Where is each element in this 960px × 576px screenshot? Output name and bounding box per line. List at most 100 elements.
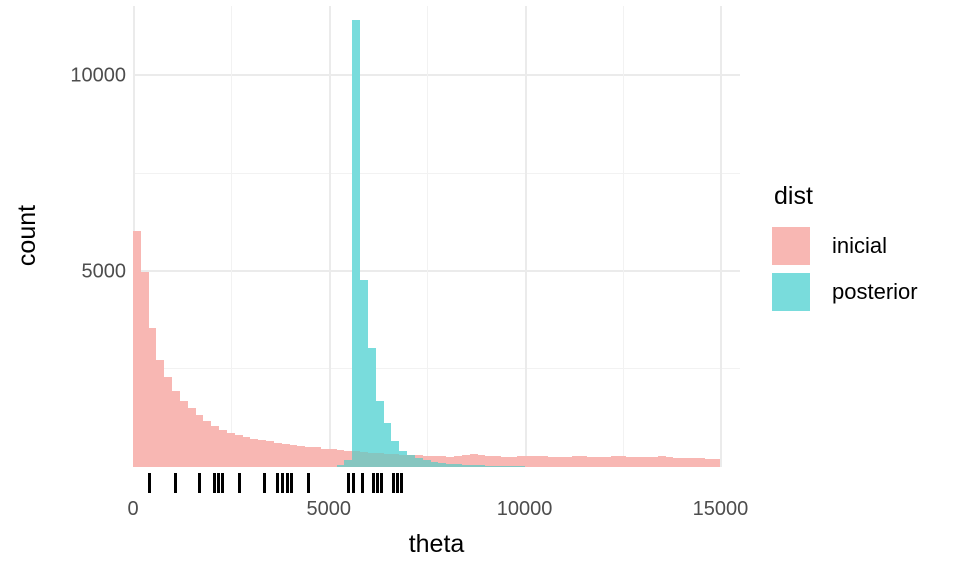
histogram-bar (516, 466, 525, 467)
histogram-bar (179, 400, 188, 467)
histogram-bar (454, 456, 462, 467)
histogram-bar (414, 458, 423, 467)
histogram-bar (438, 456, 447, 467)
histogram-bar (297, 445, 306, 467)
rug-tick (238, 473, 242, 493)
histogram-bar (148, 328, 157, 467)
histogram-bar (649, 456, 658, 467)
gridline-minor-x (230, 6, 232, 467)
rug-tick (352, 473, 356, 493)
gridline-minor-y (133, 368, 740, 370)
histogram-bar (140, 271, 149, 467)
histogram-bar (156, 359, 165, 467)
histogram-bar (493, 455, 502, 467)
legend-item-label: posterior (832, 279, 918, 304)
rug-tick (391, 473, 395, 493)
histogram-bar (195, 415, 204, 467)
histogram-bar (250, 438, 259, 467)
histogram-bar (383, 422, 392, 467)
gridline-major-x (328, 6, 331, 467)
x-axis-tick-label: 0 (127, 498, 139, 520)
gridline-minor-x (426, 6, 428, 467)
histogram-bar (446, 456, 455, 467)
histogram-bar (203, 420, 212, 467)
histogram-bar (508, 466, 517, 467)
histogram-bar (367, 452, 376, 467)
y-axis-tick-label: 10000 (70, 64, 126, 87)
rug-tick (346, 473, 350, 493)
histogram-bar (602, 456, 611, 467)
rug-tick (379, 473, 383, 493)
rug-tick (371, 473, 375, 493)
x-axis-tick-label: 15000 (692, 498, 749, 520)
histogram-bar (665, 457, 674, 467)
histogram-bar (320, 448, 329, 467)
histogram-bar (469, 453, 478, 467)
histogram-bar (634, 457, 643, 467)
histogram-bar (313, 447, 321, 467)
rug-tick (281, 473, 285, 493)
histogram-bar (563, 456, 572, 467)
histogram-bar (618, 456, 627, 467)
legend-swatch-icon (772, 273, 810, 311)
gridline-major-x (720, 6, 723, 467)
histogram-bar (508, 457, 517, 467)
histogram-bar (548, 456, 556, 467)
legend-item-inicial[interactable]: inicial (772, 223, 952, 269)
histogram-bar (407, 455, 415, 467)
histogram-bar (712, 459, 721, 467)
histogram-bar (375, 401, 384, 467)
histogram-bar (485, 455, 494, 467)
histogram-bar (469, 464, 478, 467)
histogram-bar (219, 429, 227, 467)
histogram-bar (501, 456, 509, 467)
histogram-bar (579, 456, 588, 467)
histogram-bar (704, 458, 713, 467)
histogram-bar (328, 449, 337, 467)
gridline-minor-y (133, 173, 740, 174)
histogram-bar (336, 464, 345, 467)
histogram-bar (532, 456, 541, 467)
legend-item-posterior[interactable]: posterior (772, 269, 952, 315)
y-axis-tick-label: 5000 (81, 260, 127, 283)
histogram-bar (352, 451, 361, 467)
x-axis-tick-labels: 0 5000 10000 15000 (0, 498, 960, 526)
histogram-bar (430, 461, 439, 467)
histogram-bar (391, 453, 400, 467)
histogram-bar (383, 453, 392, 467)
histogram-bar (461, 455, 470, 467)
rug-tick (198, 473, 202, 493)
histogram-bar (524, 456, 533, 467)
histogram-bar (477, 465, 486, 467)
histogram-bar (595, 457, 603, 467)
histogram-bar (360, 280, 368, 467)
histogram-bar (642, 457, 650, 467)
histogram-bar (352, 19, 361, 467)
plot-panel (133, 6, 740, 467)
rug-tick (216, 473, 220, 493)
histogram-bar (360, 452, 368, 467)
histogram-bar (344, 450, 353, 467)
legend: dist inicial posterior (772, 182, 952, 315)
rug-tick (306, 473, 310, 493)
histogram-bar (234, 434, 243, 467)
gridline-minor-x (622, 6, 624, 467)
histogram-bar (461, 464, 470, 467)
rug-tick (212, 473, 216, 493)
legend-swatch-icon (772, 227, 810, 265)
rug-tick (221, 473, 225, 493)
histogram-bar (344, 459, 353, 467)
histogram-bar (226, 432, 235, 467)
rug-tick (375, 473, 379, 493)
histogram-bar (689, 457, 697, 467)
histogram-bar (172, 390, 180, 467)
histogram-bar (587, 457, 596, 467)
rug-tick (173, 473, 177, 493)
histogram-bar (485, 465, 494, 467)
histogram-bar (438, 462, 447, 467)
histogram-bar (673, 458, 682, 467)
histogram-bar (281, 443, 290, 467)
rug-tick (396, 473, 400, 493)
histogram-bar (493, 465, 502, 467)
rug-tick (276, 473, 280, 493)
